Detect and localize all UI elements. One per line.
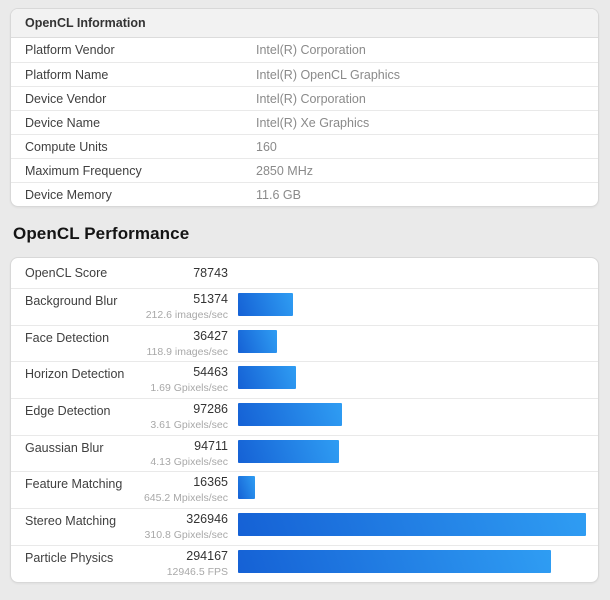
benchmark-rate: 1.69 Gpixels/sec <box>150 382 228 395</box>
benchmark-label: Feature Matching <box>25 477 123 492</box>
page: OpenCL Information Platform Vendor Intel… <box>10 8 599 583</box>
benchmark-bar-track <box>238 329 586 353</box>
opencl-performance-title: OpenCL Performance <box>13 224 190 243</box>
info-row-maximum-frequency: Maximum Frequency 2850 MHz <box>11 158 598 182</box>
benchmark-values: 94711 4.13 Gpixels/sec <box>125 439 228 468</box>
benchmark-bar <box>238 476 256 500</box>
info-row-device-name: Device Name Intel(R) Xe Graphics <box>11 110 598 134</box>
benchmark-score: 326946 <box>186 512 228 527</box>
info-label: Compute Units <box>25 139 108 154</box>
benchmark-rate: 212.6 images/sec <box>145 309 228 321</box>
benchmark-label: Particle Physics <box>25 550 114 565</box>
benchmark-values: 54463 1.69 Gpixels/sec <box>125 365 228 394</box>
benchmark-bar-track <box>238 439 586 463</box>
benchmark-label: Gaussian Blur <box>25 440 104 455</box>
benchmark-row-face-detection: Face Detection 36427 118.9 images/sec <box>11 324 598 362</box>
benchmark-bar <box>238 439 339 463</box>
benchmark-bar-track <box>238 475 586 500</box>
benchmark-row-gaussian-blur: Gaussian Blur 94711 4.13 Gpixels/sec <box>11 434 598 472</box>
benchmark-row-stereo-matching: Stereo Matching 326946 310.8 Gpixels/sec <box>11 508 598 545</box>
info-label: Device Name <box>25 115 101 130</box>
opencl-information-card: OpenCL Information Platform Vendor Intel… <box>10 8 599 207</box>
benchmark-rate: 645.2 Mpixels/sec <box>143 492 228 505</box>
info-row-platform-vendor: Platform Vendor Intel(R) Corporation <box>11 38 598 62</box>
benchmark-label: Background Blur <box>25 294 118 308</box>
benchmark-rate: 4.13 Gpixels/sec <box>150 455 228 468</box>
benchmark-score: 94711 <box>194 438 228 453</box>
benchmark-values: 51374 212.6 images/sec <box>125 292 228 321</box>
benchmark-row-feature-matching: Feature Matching 16365 645.2 Mpixels/sec <box>11 471 598 508</box>
info-value: Intel(R) Corporation <box>256 91 366 106</box>
opencl-performance-card: OpenCL Score 78743 Background Blur 51374… <box>10 257 599 583</box>
info-label: Device Memory <box>25 187 112 202</box>
info-label: Platform Name <box>25 67 109 82</box>
benchmark-bar-track <box>238 402 586 427</box>
info-value: Intel(R) Xe Graphics <box>256 115 370 130</box>
info-value: 2850 MHz <box>256 163 313 178</box>
info-value: Intel(R) Corporation <box>256 43 366 57</box>
benchmark-bar <box>238 403 342 427</box>
info-row-platform-name: Platform Name Intel(R) OpenCL Graphics <box>11 62 598 86</box>
benchmark-values: 36427 118.9 images/sec <box>125 329 228 358</box>
benchmark-score: 294167 <box>186 548 228 563</box>
info-row-device-vendor: Device Vendor Intel(R) Corporation <box>11 86 598 110</box>
info-label: Device Vendor <box>25 91 107 106</box>
benchmark-row-particle-physics: Particle Physics 294167 12946.5 FPS <box>11 544 598 582</box>
benchmark-row-background-blur: Background Blur 51374 212.6 images/sec <box>11 288 598 325</box>
info-label: Platform Vendor <box>25 43 115 57</box>
benchmark-values: 16365 645.2 Mpixels/sec <box>125 475 228 504</box>
benchmark-label: Horizon Detection <box>25 367 125 382</box>
benchmark-row-horizon-detection: Horizon Detection 54463 1.69 Gpixels/sec <box>11 361 598 398</box>
benchmark-values: 97286 3.61 Gpixels/sec <box>125 402 228 431</box>
benchmark-score: 36427 <box>193 328 228 343</box>
benchmark-bar <box>238 366 296 390</box>
benchmark-rate: 118.9 images/sec <box>146 345 228 358</box>
opencl-information-header-label: OpenCL Information <box>25 16 146 30</box>
benchmark-bar <box>238 329 277 353</box>
benchmark-score: 51374 <box>193 292 228 306</box>
benchmark-score: 97286 <box>193 402 228 417</box>
benchmark-rate: 3.61 Gpixels/sec <box>150 419 228 432</box>
benchmark-bar-track <box>238 549 586 573</box>
benchmark-score: 54463 <box>193 365 228 380</box>
opencl-information-header: OpenCL Information <box>11 9 598 38</box>
benchmark-values: 326946 310.8 Gpixels/sec <box>125 512 228 541</box>
opencl-score-row: OpenCL Score 78743 <box>11 258 598 288</box>
benchmark-bar <box>238 549 552 573</box>
info-row-device-memory: Device Memory 11.6 GB <box>11 182 598 206</box>
benchmark-bar <box>238 293 293 316</box>
benchmark-bar-track <box>238 512 586 537</box>
opencl-score-value: 78743 <box>193 266 228 280</box>
benchmark-bar <box>238 513 586 537</box>
benchmark-row-edge-detection: Edge Detection 97286 3.61 Gpixels/sec <box>11 398 598 435</box>
info-value: 160 <box>256 139 277 154</box>
opencl-score-label: OpenCL Score <box>25 266 108 280</box>
benchmark-rate: 310.8 Gpixels/sec <box>144 529 228 542</box>
benchmark-values: 294167 12946.5 FPS <box>125 549 228 578</box>
benchmark-bar-track <box>238 292 586 316</box>
benchmark-bar-track <box>238 365 586 390</box>
benchmark-score: 16365 <box>193 475 228 490</box>
benchmark-label: Face Detection <box>25 330 110 345</box>
info-row-compute-units: Compute Units 160 <box>11 134 598 158</box>
benchmark-label: Stereo Matching <box>25 514 117 529</box>
benchmark-label: Edge Detection <box>25 404 111 419</box>
benchmark-rate: 12946.5 FPS <box>166 565 228 578</box>
info-value: 11.6 GB <box>256 187 301 202</box>
info-value: Intel(R) OpenCL Graphics <box>256 67 401 82</box>
info-label: Maximum Frequency <box>25 163 142 178</box>
